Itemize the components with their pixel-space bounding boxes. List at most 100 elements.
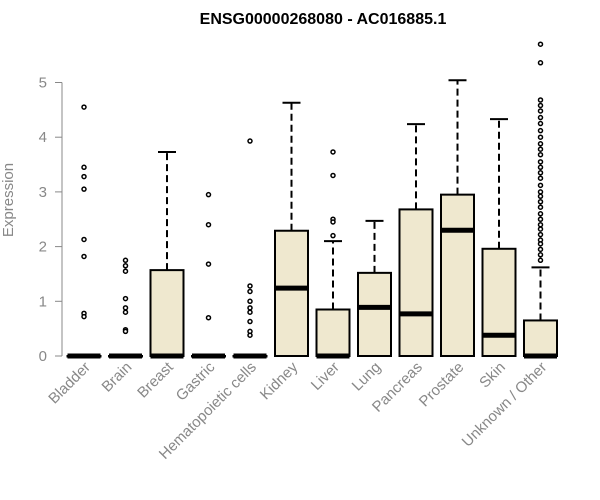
outlier-point — [81, 313, 87, 320]
outlier-point — [537, 134, 544, 140]
outlier-point — [330, 232, 336, 239]
box-group — [440, 79, 475, 357]
outlier-point — [537, 146, 544, 152]
outlier-point — [81, 236, 87, 243]
outlier-point — [537, 221, 544, 228]
outlier-point — [205, 261, 212, 267]
outlier-point — [537, 114, 544, 121]
outlier-point — [537, 257, 544, 264]
x-tick-label: Liver — [308, 359, 343, 394]
box-group — [398, 123, 434, 357]
outlier-point — [537, 189, 544, 195]
outlier-point — [330, 149, 336, 155]
outlier-point — [537, 151, 544, 158]
outlier-point — [537, 127, 544, 134]
outlier-point — [205, 191, 212, 198]
box-group — [274, 101, 309, 357]
boxes-layer — [66, 41, 558, 359]
box — [274, 229, 309, 357]
box-group — [315, 149, 351, 359]
y-axis: 0 1 2 3 4 5 — [39, 75, 63, 365]
outlier-point — [537, 120, 544, 127]
outlier-point — [247, 283, 253, 289]
box-group — [357, 219, 392, 357]
box — [149, 269, 185, 357]
outlier-point — [537, 226, 544, 232]
outlier-point — [537, 97, 544, 103]
outlier-point — [122, 262, 129, 269]
box-group — [232, 138, 268, 359]
outlier-point — [537, 252, 544, 258]
outlier-point — [247, 138, 253, 144]
outlier-point — [537, 41, 544, 47]
x-tick-label: Lung — [349, 359, 385, 395]
y-axis-label: Expression — [0, 163, 17, 237]
outlier-point — [81, 164, 87, 171]
outlier-point — [81, 253, 87, 260]
box — [523, 319, 558, 358]
y-tick-label: 3 — [39, 184, 47, 201]
outlier-point — [537, 193, 544, 200]
box-group — [149, 150, 185, 359]
y-tick-label: 2 — [39, 239, 47, 256]
outlier-point — [537, 216, 544, 222]
outlier-point — [537, 231, 544, 238]
x-tick-label: Brain — [99, 359, 136, 396]
x-tick-label: Breast — [134, 358, 177, 401]
outlier-point — [330, 219, 336, 225]
box — [440, 193, 475, 357]
box-group — [523, 41, 558, 359]
outlier-point — [537, 170, 544, 176]
outlier-point — [205, 314, 212, 321]
y-tick-label: 1 — [39, 293, 47, 310]
box-group — [66, 104, 102, 359]
outlier-point — [537, 108, 544, 114]
outlier-point — [81, 173, 87, 180]
outlier-point — [537, 60, 544, 66]
y-tick-label: 0 — [39, 348, 47, 365]
outlier-point — [247, 298, 253, 305]
outlier-point — [537, 204, 544, 210]
outlier-point — [537, 102, 544, 109]
outlier-point — [247, 288, 253, 295]
outlier-point — [122, 268, 129, 274]
outlier-point — [81, 186, 87, 192]
outlier-point — [122, 257, 129, 264]
x-tick-label: Bladder — [45, 359, 94, 408]
outlier-point — [205, 221, 212, 228]
y-tick-label: 4 — [39, 129, 47, 146]
outlier-point — [247, 332, 253, 338]
outlier-point — [122, 295, 129, 302]
box-group — [108, 257, 143, 359]
outlier-point — [537, 164, 544, 171]
box — [315, 308, 351, 358]
box-group — [481, 118, 517, 357]
x-tick-label: Skin — [476, 359, 509, 392]
y-tick-label: 5 — [39, 75, 47, 92]
outlier-point — [537, 241, 544, 247]
box — [357, 271, 392, 357]
outlier-point — [247, 309, 253, 315]
chart-title: ENSG00000268080 - AC016885.1 — [200, 11, 447, 28]
outlier-point — [537, 159, 544, 165]
box-group — [191, 191, 226, 359]
x-tick-label: Kidney — [257, 358, 302, 403]
outlier-point — [537, 246, 544, 253]
outlier-point — [537, 211, 544, 217]
x-tick-label: Prostate — [416, 359, 468, 411]
outlier-point — [122, 328, 129, 335]
outlier-point — [122, 309, 129, 315]
outlier-point — [537, 198, 544, 205]
outlier-point — [247, 318, 253, 325]
box — [398, 208, 434, 357]
outlier-point — [330, 172, 336, 179]
outlier-point — [537, 182, 544, 189]
outlier-point — [247, 305, 253, 311]
box — [481, 247, 517, 357]
outlier-point — [537, 175, 544, 181]
outlier-point — [81, 104, 87, 110]
outlier-point — [122, 305, 129, 311]
outlier-point — [537, 141, 544, 147]
